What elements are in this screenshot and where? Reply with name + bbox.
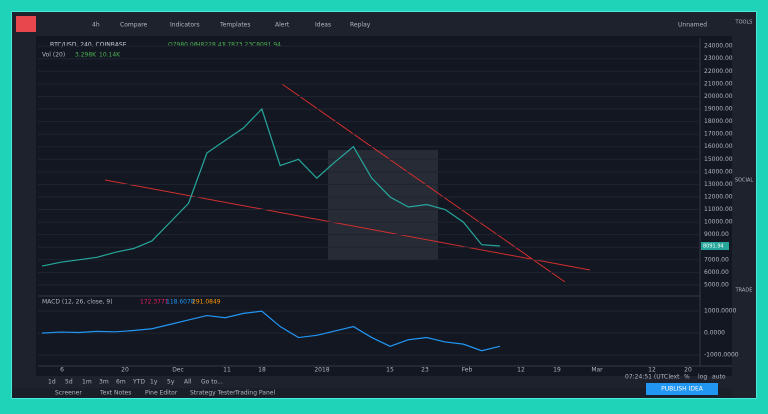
axis-option[interactable]: auto [712, 374, 726, 381]
y-tick-label: 7000.00 [704, 256, 729, 263]
bottom-tab[interactable]: Text Notes [99, 390, 131, 397]
macd-label: MACD (12, 26, close, 9) [42, 299, 113, 306]
y-tick-label: 20000.00 [704, 93, 733, 100]
x-tick-label: 23 [421, 367, 429, 374]
sidebar-heading: SOCIAL [735, 178, 753, 184]
x-tick-label: 11 [223, 367, 231, 374]
top-bar [12, 12, 756, 36]
y-tick-label: 21000.00 [704, 80, 733, 87]
macd-value: 172.3771 [140, 299, 169, 306]
x-tick-label: 12 [517, 367, 525, 374]
axis-option[interactable]: ext [670, 374, 680, 381]
trend-line [281, 83, 566, 283]
range-button[interactable]: 6m [116, 379, 126, 386]
y-tick-label: 1000.0000 [704, 308, 737, 315]
x-tick-label: 15 [386, 367, 394, 374]
x-tick-label: 18 [258, 367, 266, 374]
sidebar-heading: TRADE [735, 288, 753, 294]
toolbar-item[interactable]: Ideas [315, 22, 331, 29]
ohlc: L7873.23 [224, 42, 252, 49]
y-tick-label: 19000.00 [704, 106, 733, 113]
y-tick-label: 14000.00 [704, 168, 733, 175]
x-tick-label: 19 [553, 367, 561, 374]
y-tick-label: 13000.00 [704, 181, 733, 188]
range-button[interactable]: 1y [150, 379, 158, 386]
toolbar-item[interactable]: Unnamed [678, 22, 707, 29]
volume-label: Vol (20) [42, 52, 65, 59]
x-tick-label: Mar [591, 367, 603, 374]
y-tick-label: 0.0000 [704, 330, 725, 337]
range-button[interactable]: YTD [132, 379, 145, 386]
y-tick-label: 5000.00 [704, 281, 729, 288]
toolbar-item[interactable]: Replay [350, 22, 371, 29]
trend-line [104, 179, 591, 271]
right-sidebar [732, 12, 756, 398]
axis-option[interactable]: % [684, 374, 690, 381]
macd-value: 118.6078 [166, 299, 195, 306]
publish-label[interactable]: PUBLISH IDEA [661, 386, 704, 393]
range-button[interactable]: Go to... [201, 379, 223, 386]
y-tick-label: 12000.00 [704, 193, 733, 200]
tab-bar [12, 388, 732, 398]
series-line [41, 310, 501, 352]
clock: 07:24:51 (UTC) [625, 374, 670, 381]
sidebar-heading: TOOLS [735, 20, 753, 26]
y-tick-label: 15000.00 [704, 156, 733, 163]
toolbar-item[interactable]: 4h [92, 22, 100, 29]
ohlc: H8228.41 [196, 42, 226, 49]
ohlc: O7980.06 [168, 42, 198, 49]
y-tick-label: 24000.00 [704, 43, 733, 50]
x-tick-label: 20 [121, 367, 129, 374]
range-button[interactable]: 5d [65, 379, 73, 386]
range-button[interactable]: 3m [99, 379, 109, 386]
bottom-tab[interactable]: Strategy Tester [190, 390, 236, 397]
left-tools [12, 36, 36, 376]
ohlc: C8091.94 [252, 42, 281, 49]
x-tick-label: Feb [462, 367, 473, 374]
volume-value: 3.298K [75, 52, 97, 59]
symbol: BTC/USD, 240, COINBASE [50, 42, 127, 49]
range-button[interactable]: 5y [167, 379, 175, 386]
y-tick-label: 22000.00 [704, 68, 733, 75]
publish-button[interactable] [646, 383, 718, 395]
bottom-tab[interactable]: Pine Editor [145, 390, 178, 397]
x-tick-label: 6 [60, 367, 64, 374]
y-tick-label: -1000.0000 [704, 352, 739, 359]
y-tick-label: 9000.00 [704, 231, 729, 238]
price-badge-label: 8091.94 [703, 243, 724, 249]
range-button[interactable]: 1d [48, 379, 56, 386]
y-tick-label: 16000.00 [704, 143, 733, 150]
logo[interactable] [16, 16, 36, 32]
axis-option[interactable]: log [698, 374, 707, 381]
x-tick-label: 12 [648, 367, 656, 374]
y-tick-label: 17000.00 [704, 131, 733, 138]
volume-value: 10.14K [99, 52, 121, 59]
toolbar-item[interactable]: Compare [120, 22, 148, 29]
x-tick-label: 2018 [314, 367, 329, 374]
range-button[interactable]: All [184, 379, 192, 386]
y-tick-label: 6000.00 [704, 269, 729, 276]
y-tick-label: 10000.00 [704, 219, 733, 226]
range-bar [12, 376, 732, 388]
y-tick-label: 23000.00 [704, 55, 733, 62]
price-badge [701, 241, 729, 250]
macd-value: 291.0849 [192, 299, 221, 306]
y-tick-label: 18000.00 [704, 118, 733, 125]
range-button[interactable]: 1m [82, 379, 92, 386]
toolbar-item[interactable]: Indicators [170, 22, 200, 29]
bottom-tab[interactable]: Screener [55, 390, 82, 397]
bottom-tab[interactable]: Trading Panel [234, 390, 275, 397]
series-line [41, 107, 501, 267]
toolbar-item[interactable]: Templates [219, 22, 251, 29]
x-tick-label: Dec [172, 367, 184, 374]
x-tick-label: 20 [684, 367, 692, 374]
toolbar-item[interactable]: Alert [275, 22, 290, 29]
y-tick-label: 11000.00 [704, 206, 733, 213]
